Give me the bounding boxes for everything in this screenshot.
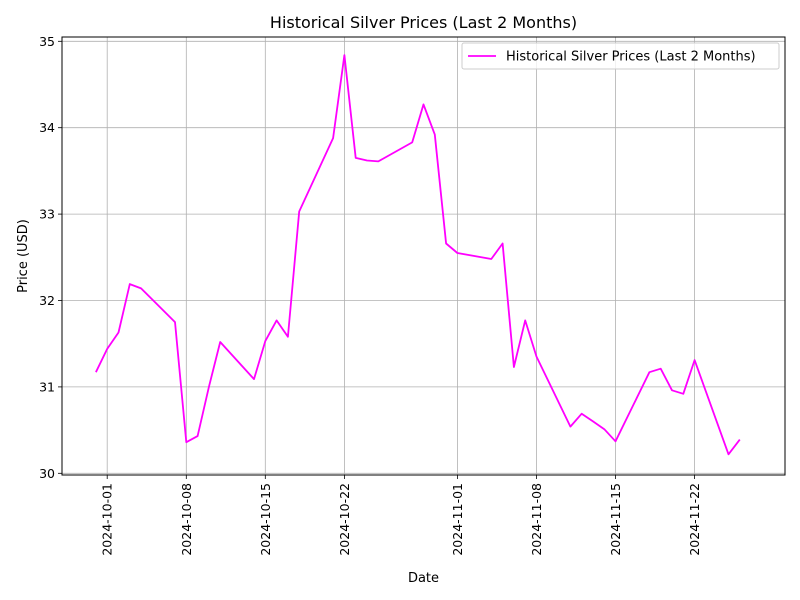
x-tick-label: 2024-10-08 — [179, 483, 194, 556]
x-tick-label: 2024-10-01 — [100, 483, 115, 556]
legend-box — [461, 42, 780, 70]
y-tick-label: 34 — [39, 120, 55, 135]
y-axis-title: Price (USD) — [16, 219, 31, 293]
series-line-silver-price — [95, 54, 741, 456]
y-tick-label: 32 — [39, 293, 55, 308]
x-tick-label: 2024-10-22 — [337, 483, 352, 556]
plot-frame — [61, 36, 786, 476]
x-tick-label: 2024-11-22 — [687, 483, 702, 556]
x-axis-title: Date — [408, 571, 439, 586]
x-tick-label: 2024-10-15 — [258, 483, 273, 556]
x-tick-label: 2024-11-01 — [450, 483, 465, 556]
axis-ticks: 2024-10-01 2024-10-08 2024-10-15 2024-10-22… — [39, 34, 702, 556]
legend-label: Historical Silver Prices (Last 2 Months) — [506, 50, 756, 65]
y-tick-label: 30 — [39, 466, 55, 481]
y-tick-label: 35 — [39, 34, 55, 49]
y-tick-label: 31 — [39, 379, 55, 394]
y-tick-label: 33 — [39, 207, 55, 222]
x-tick-label: 2024-11-08 — [529, 483, 544, 556]
chart-title: Historical Silver Prices (Last 2 Months) — [270, 13, 577, 32]
x-tick-label: 2024-11-15 — [608, 483, 623, 556]
grid — [62, 37, 785, 475]
legend: Historical Silver Prices (Last 2 Months) — [461, 42, 780, 70]
